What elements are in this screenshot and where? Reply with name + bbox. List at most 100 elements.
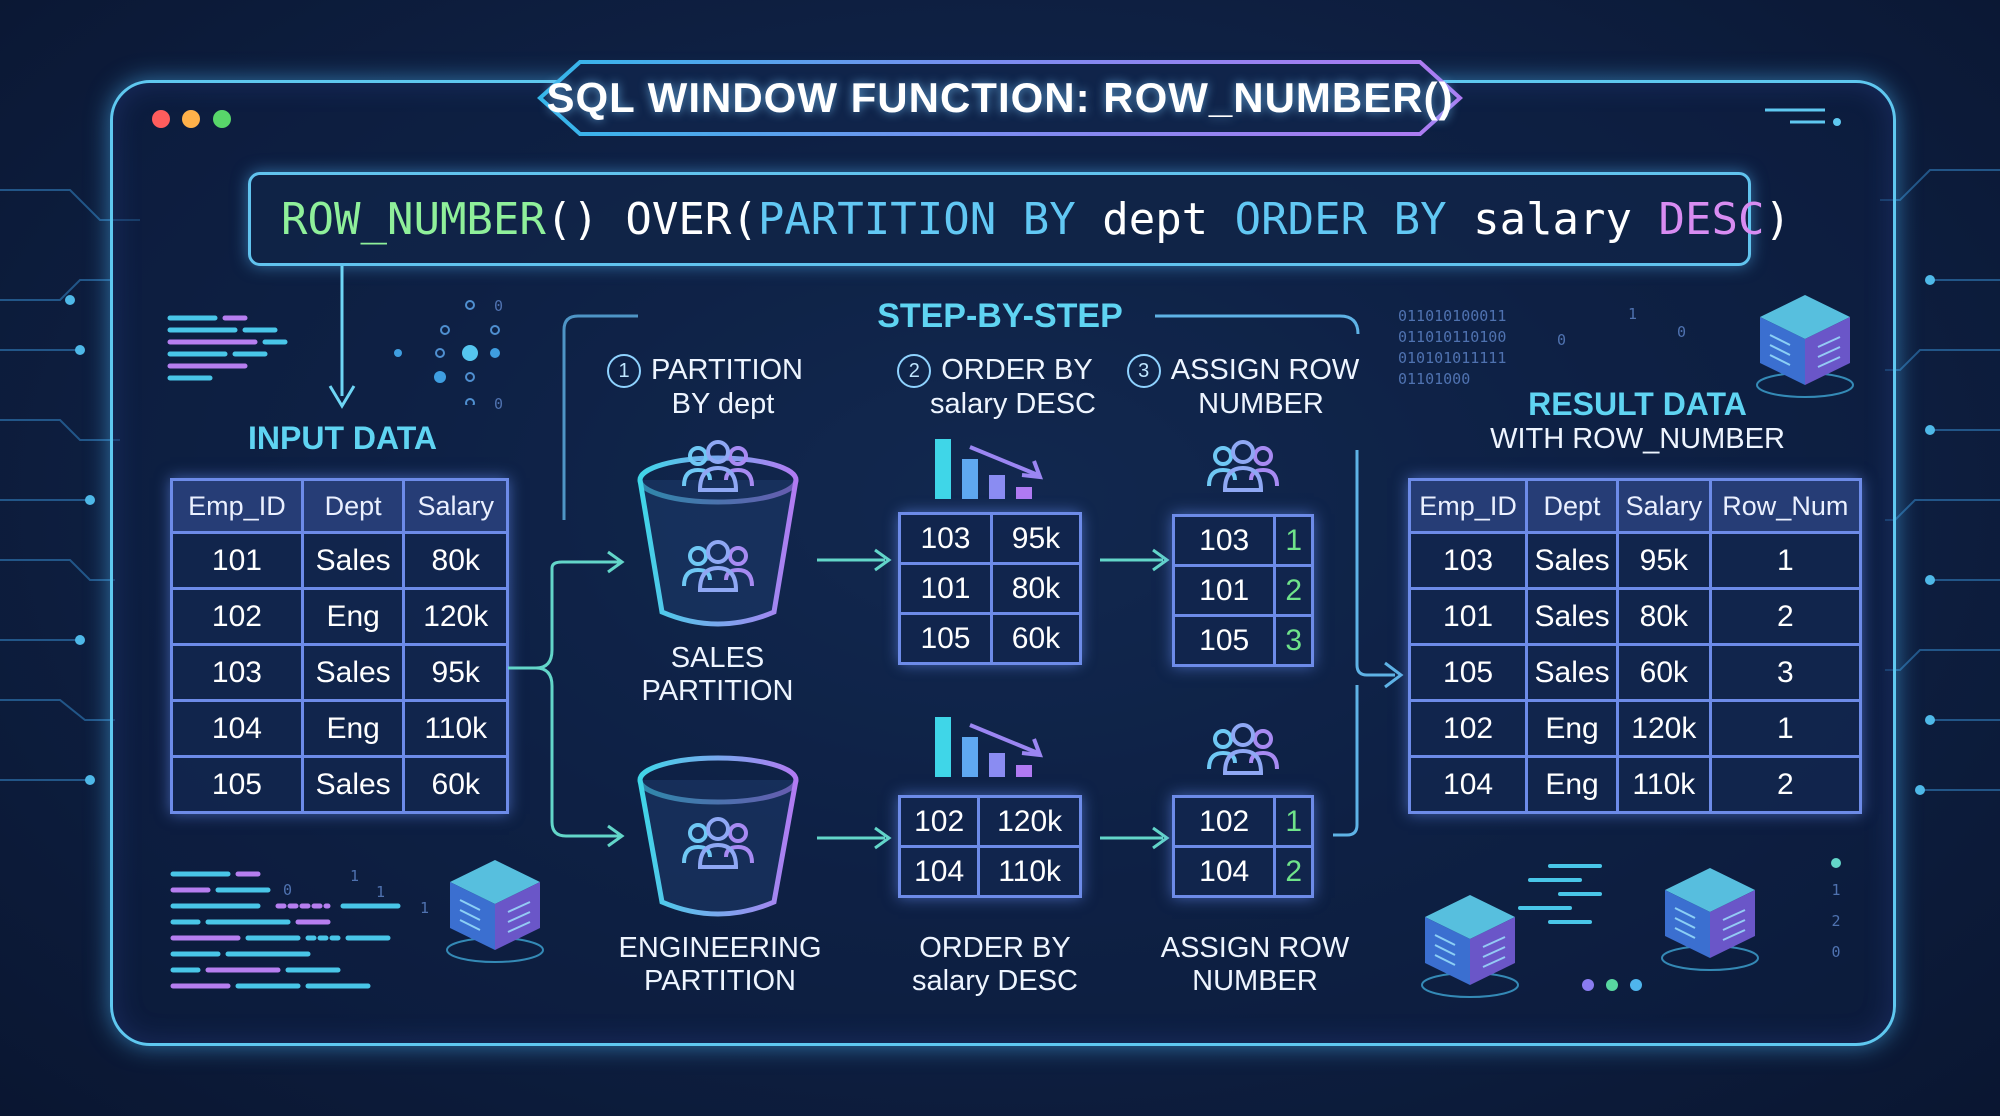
data-cube-icon	[1421, 895, 1519, 998]
maximize-dot[interactable]	[213, 110, 231, 128]
step-1-subtitle: BY dept	[671, 388, 775, 421]
table-cell: Sales	[1525, 643, 1620, 702]
table-cell: 2	[1708, 587, 1863, 646]
order-by-caption-line1: ORDER BY	[919, 932, 1071, 964]
code-token: dept	[1075, 193, 1235, 245]
input-to-partition-connector	[508, 314, 638, 848]
table-row: 103 Sales 95k 1	[1407, 531, 1863, 590]
table-cell: 103	[1171, 514, 1277, 567]
column-header: Salary	[1616, 478, 1712, 534]
arrow-sales-to-order	[817, 548, 892, 572]
table-cell: 95k	[402, 643, 509, 702]
step-3-subtitle: NUMBER	[1198, 388, 1324, 421]
engineering-partition-label-line1: ENGINEERING	[618, 932, 822, 964]
table-row: 102 Eng 120k	[170, 587, 509, 646]
merge-to-result-connector	[1333, 450, 1404, 837]
table-row: 105 60k	[898, 612, 1083, 665]
close-dot[interactable]	[152, 110, 170, 128]
sort-bars-icon	[935, 717, 1044, 777]
step-1-badge: 1	[607, 354, 641, 389]
table-cell: 105	[1171, 614, 1277, 667]
table-cell: 104	[897, 845, 981, 898]
table-cell: 102	[897, 795, 981, 848]
result-data-title: RESULT DATA WITH ROW_NUMBER	[1410, 386, 1865, 456]
table-cell: 102	[1171, 795, 1277, 848]
order-by-caption-line2: salary DESC	[912, 965, 1078, 998]
vertical-index-decoration: 1 2 0	[1826, 858, 1846, 961]
column-header: Dept	[300, 478, 406, 534]
table-row: 102 Eng 120k 1	[1407, 699, 1863, 758]
index-digit: 1	[1831, 881, 1841, 899]
table-row: 104 110k	[897, 845, 1082, 898]
table-row: 104 Eng 110k	[170, 699, 509, 758]
assign-row-caption: ASSIGN ROW NUMBER	[1140, 932, 1370, 999]
table-row: 101 2	[1171, 564, 1314, 617]
table-cell: 101	[1407, 587, 1529, 646]
table-cell: 105	[1407, 643, 1529, 702]
table-row: 101 80k	[898, 562, 1083, 615]
step-1-title: PARTITION	[651, 354, 803, 386]
code-token: PARTITION BY	[757, 193, 1076, 245]
table-cell: 105	[898, 612, 993, 665]
table-cell: 102	[170, 587, 304, 646]
table-cell: 103	[898, 512, 993, 565]
column-header: Salary	[402, 478, 509, 534]
title-tab: SQL WINDOW FUNCTION: ROW_NUMBER()	[510, 58, 1490, 138]
people-icon	[682, 440, 754, 492]
numbered-sales-table: 103 1 101 2 105 3	[1171, 514, 1314, 667]
column-header: Emp_ID	[1407, 478, 1529, 534]
step-2-subtitle: salary DESC	[930, 388, 1096, 421]
table-cell: 102	[1407, 699, 1529, 758]
minimize-dot[interactable]	[182, 110, 200, 128]
order-by-caption: ORDER BY salary DESC	[880, 932, 1110, 999]
numbered-engineering-table: 102 1 104 2	[1171, 795, 1314, 898]
table-cell: 2	[1273, 845, 1314, 898]
table-cell: Sales	[1525, 531, 1620, 590]
table-row: 101 Sales 80k	[170, 531, 509, 590]
progress-dots	[1582, 979, 1642, 991]
table-cell: 80k	[989, 562, 1083, 615]
binary-digit: 1	[350, 867, 360, 885]
arrow-order-to-number-sales	[1100, 548, 1170, 572]
result-data-title-line2: WITH ROW_NUMBER	[1490, 423, 1785, 455]
binary-digit: 1	[420, 899, 430, 917]
column-header: Emp_ID	[170, 478, 304, 534]
binary-decoration: 011010100011 011010110100 010101011111 0…	[1398, 307, 1507, 388]
code-lines-decoration	[1518, 864, 1602, 924]
table-cell: 110k	[402, 699, 509, 758]
table-cell: Eng	[1525, 755, 1620, 814]
step-3-badge: 3	[1126, 354, 1161, 389]
step-2-label: 2 ORDER BY salary DESC	[870, 354, 1120, 422]
column-header: Dept	[1525, 478, 1620, 534]
sales-partition-label: SALES PARTITION	[610, 642, 825, 709]
step-2-badge: 2	[897, 354, 932, 389]
arrow-order-to-number-eng	[1100, 826, 1170, 850]
table-row: 105 Sales 60k 3	[1407, 643, 1863, 702]
step-1-label: 1 PARTITION BY dept	[585, 354, 825, 422]
table-cell: Eng	[300, 587, 406, 646]
sort-bars-icon	[935, 439, 1044, 499]
table-cell: Eng	[1525, 699, 1620, 758]
page-title: SQL WINDOW FUNCTION: ROW_NUMBER()	[546, 74, 1454, 121]
arrow-eng-to-order	[817, 826, 892, 850]
step-by-step-title: STEP-BY-STEP	[877, 297, 1123, 335]
data-cube-icon	[1756, 295, 1854, 398]
sales-partition-label-line2: PARTITION	[641, 675, 794, 708]
left-digit: 0	[494, 395, 504, 413]
node-dots-decoration	[394, 300, 500, 405]
table-cell: 104	[170, 699, 304, 758]
table-row: 102 120k	[897, 795, 1082, 848]
table-cell: 103	[170, 643, 304, 702]
code-to-input-arrow	[328, 266, 356, 409]
step-header-line	[1155, 314, 1360, 335]
table-cell: 1	[1273, 795, 1314, 848]
people-icon	[1207, 440, 1279, 492]
table-cell: 110k	[1616, 755, 1712, 814]
assign-row-caption-line1: ASSIGN ROW	[1160, 932, 1350, 964]
table-cell: 3	[1273, 614, 1314, 667]
table-cell: 101	[1171, 564, 1277, 617]
table-cell: 101	[898, 562, 993, 615]
table-cell: 60k	[989, 612, 1083, 665]
step-2-title: ORDER BY	[941, 354, 1093, 386]
